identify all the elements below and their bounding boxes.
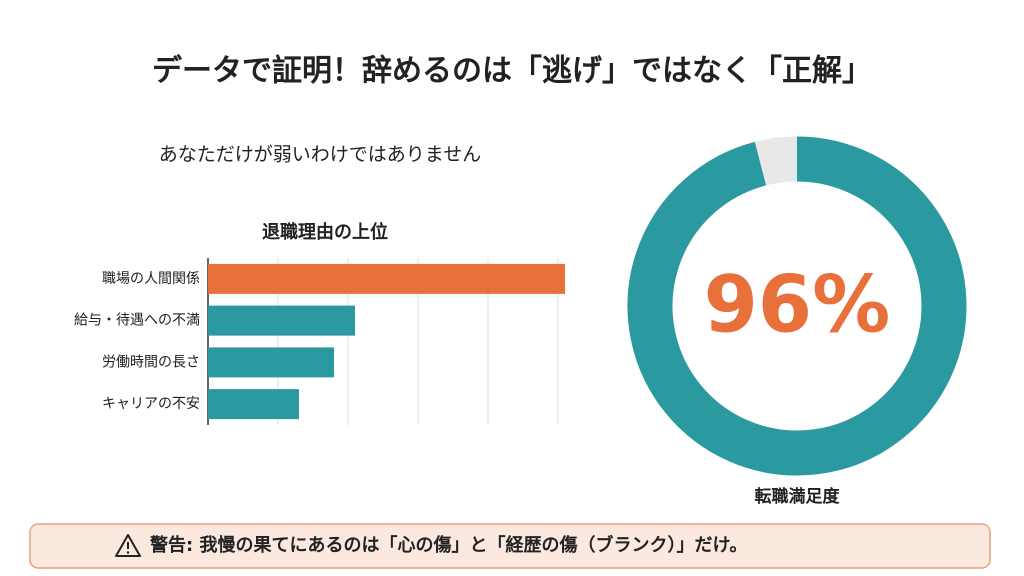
warning-box	[29, 523, 991, 569]
subtitle: あなただけが弱いわけではありません	[159, 144, 481, 166]
category-label: 職場の人間関係	[102, 271, 200, 287]
category-label: キャリアの不安	[102, 396, 200, 412]
bar-chart-title: 退職理由の上位	[262, 221, 388, 243]
donut-value-label: 96%	[704, 260, 891, 350]
warning-text: 警告: 我慢の果てにあるのは「心の傷」と「経歴の傷（ブランク）」だけ。	[150, 534, 748, 556]
category-label: 労働時間の長さ	[102, 354, 200, 370]
bar	[208, 347, 334, 378]
bar	[208, 389, 299, 420]
category-label: 給与・待遇への不満	[74, 313, 200, 329]
bar	[208, 305, 355, 336]
bar	[208, 263, 565, 294]
page-title: データで証明！辞めるのは「逃げ」ではなく「正解」	[152, 54, 872, 89]
donut-arc	[627, 136, 967, 476]
warning-icon	[115, 534, 141, 557]
donut-caption: 転職満足度	[755, 486, 841, 507]
